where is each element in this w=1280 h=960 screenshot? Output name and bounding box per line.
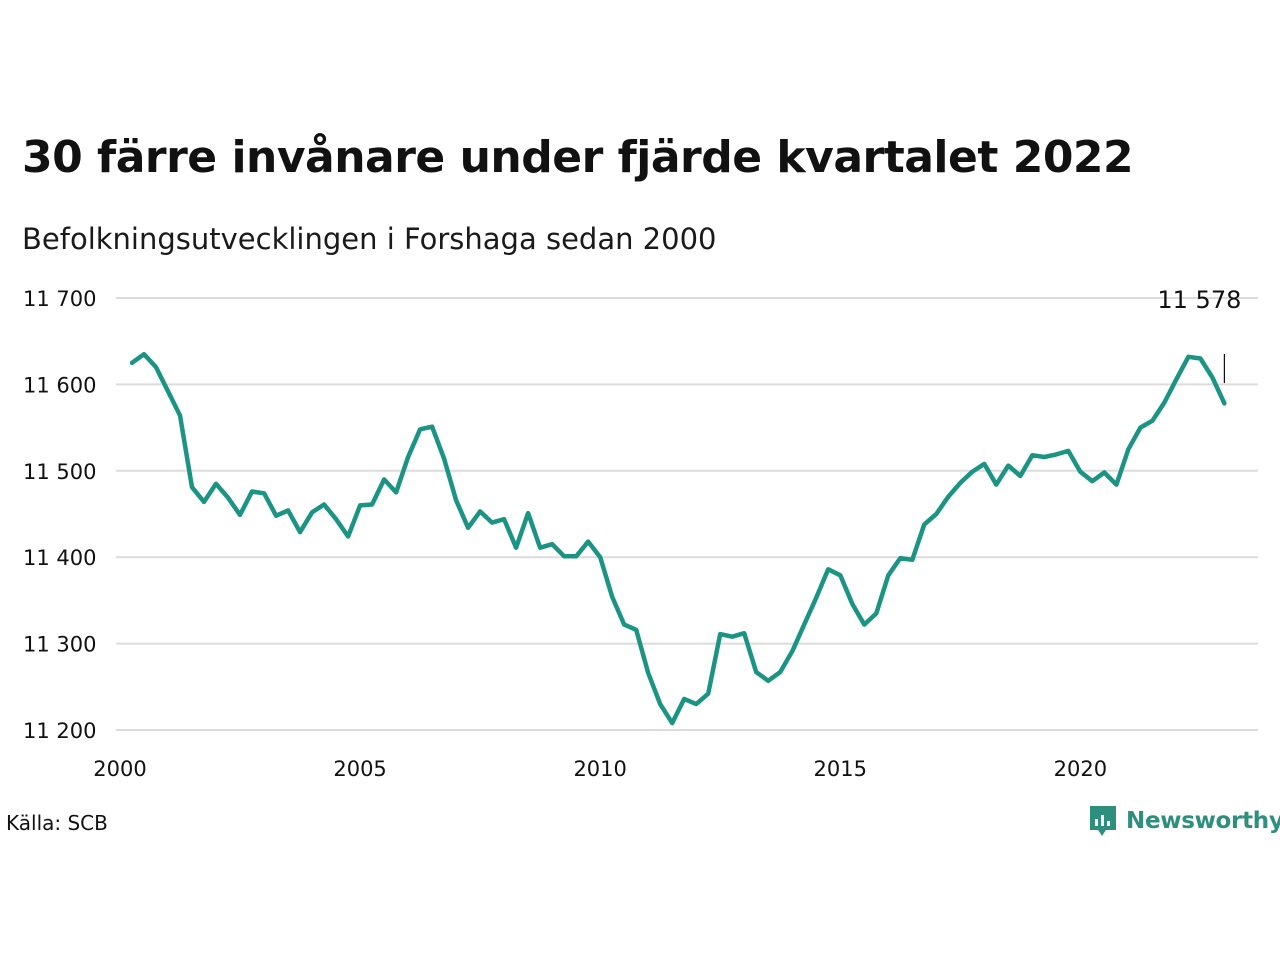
chart-title: 30 färre invånare under fjärde kvartalet… [22,132,1134,183]
y-tick-label: 11 500 [23,460,96,484]
series-line [129,351,1227,726]
chart-subtitle: Befolkningsutvecklingen i Forshaga sedan… [22,222,717,256]
brand-logo: Newsworthy [1088,804,1280,838]
y-axis-labels: 11 200 11 300 11 400 11 500 11 600 11 700 [23,287,96,743]
y-tick-label: 11 300 [23,633,96,657]
x-tick-label: 2020 [1054,757,1107,781]
source-note: Källa: SCB [6,811,108,835]
x-axis-labels: 2000 2005 2010 2015 2020 [93,757,1107,781]
last-value-annotation: 11 578 [1157,286,1241,383]
x-tick-label: 2005 [333,757,386,781]
grid-lines [116,297,1258,731]
x-tick-label: 2010 [573,757,626,781]
y-tick-label: 11 700 [23,287,96,311]
y-tick-label: 11 200 [23,719,96,743]
last-value-label: 11 578 [1157,286,1241,314]
x-tick-label: 2015 [814,757,867,781]
series-layer [129,351,1227,726]
newsworthy-logo-icon [1090,806,1116,836]
brand-name: Newsworthy [1126,808,1280,834]
y-tick-label: 11 600 [23,373,96,397]
x-tick-label: 2000 [93,757,146,781]
y-tick-label: 11 400 [23,546,96,570]
